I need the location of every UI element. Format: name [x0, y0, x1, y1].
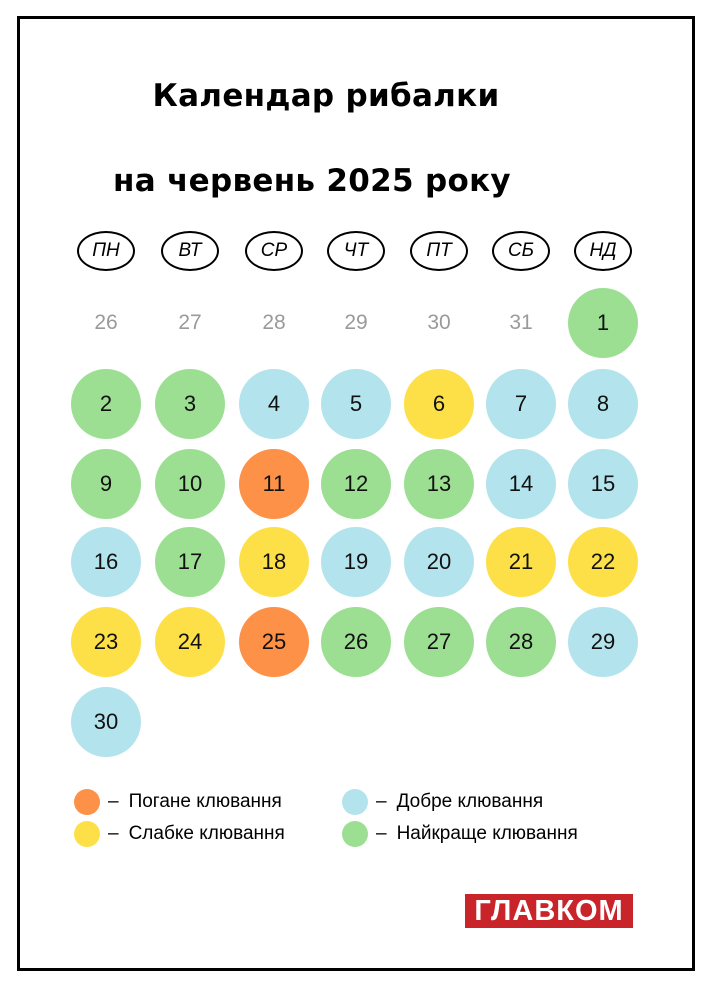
day-cell-27: 27 [404, 607, 474, 677]
day-cell-14: 14 [486, 449, 556, 519]
day-cell-25: 25 [239, 607, 309, 677]
day-cell-19: 19 [321, 527, 391, 597]
day-cell-6: 6 [404, 369, 474, 439]
day-cell-3: 3 [155, 369, 225, 439]
weekday-4: ЧТ [327, 231, 385, 271]
calendar-title: Календар рибалки [152, 78, 500, 114]
weekday-2: ВТ [161, 231, 219, 271]
prev-month-day: 31 [509, 311, 533, 334]
legend-label-best: Найкраще клювання [396, 823, 578, 844]
legend-dash: – [376, 791, 387, 812]
day-cell-30: 30 [71, 687, 141, 757]
legend-bad: – Погане клювання [74, 789, 282, 815]
legend-best: – Найкраще клювання [342, 821, 578, 847]
prev-month-day: 29 [344, 311, 368, 334]
day-cell-21: 21 [486, 527, 556, 597]
day-cell-22: 22 [568, 527, 638, 597]
legend-dot-bad [74, 789, 100, 815]
day-cell-4: 4 [239, 369, 309, 439]
day-cell-7: 7 [486, 369, 556, 439]
day-cell-28: 28 [486, 607, 556, 677]
weekday-3: СР [245, 231, 303, 271]
day-cell-15: 15 [568, 449, 638, 519]
day-cell-23: 23 [71, 607, 141, 677]
prev-month-day: 26 [94, 311, 118, 334]
prev-month-day: 27 [178, 311, 202, 334]
legend-weak: – Слабке клювання [74, 821, 285, 847]
day-cell-17: 17 [155, 527, 225, 597]
day-cell-29: 29 [568, 607, 638, 677]
weekday-5: ПТ [410, 231, 468, 271]
prev-month-day: 28 [262, 311, 286, 334]
day-cell-11: 11 [239, 449, 309, 519]
legend-label-good: Добре клювання [396, 791, 544, 812]
legend-dot-best [342, 821, 368, 847]
weekday-6: СБ [492, 231, 550, 271]
day-cell-13: 13 [404, 449, 474, 519]
legend-dash: – [108, 791, 119, 812]
day-cell-18: 18 [239, 527, 309, 597]
day-cell-10: 10 [155, 449, 225, 519]
day-cell-2: 2 [71, 369, 141, 439]
day-cell-9: 9 [71, 449, 141, 519]
legend-dash: – [108, 823, 119, 844]
day-cell-16: 16 [71, 527, 141, 597]
legend-dot-weak [74, 821, 100, 847]
day-cell-1: 1 [568, 288, 638, 358]
legend-good: – Добре клювання [342, 789, 543, 815]
day-cell-20: 20 [404, 527, 474, 597]
weekday-1: ПН [77, 231, 135, 271]
legend-dash: – [376, 823, 387, 844]
day-cell-12: 12 [321, 449, 391, 519]
prev-month-day: 30 [427, 311, 451, 334]
legend-label-bad: Погане клювання [128, 791, 282, 812]
day-cell-5: 5 [321, 369, 391, 439]
day-cell-26: 26 [321, 607, 391, 677]
legend-dot-good [342, 789, 368, 815]
calendar-subtitle: на червень 2025 року [113, 163, 511, 199]
legend-label-weak: Слабке клювання [128, 823, 285, 844]
weekday-7: НД [574, 231, 632, 271]
glavcom-logo: ГЛАВКОМ [465, 894, 633, 928]
day-cell-24: 24 [155, 607, 225, 677]
day-cell-8: 8 [568, 369, 638, 439]
